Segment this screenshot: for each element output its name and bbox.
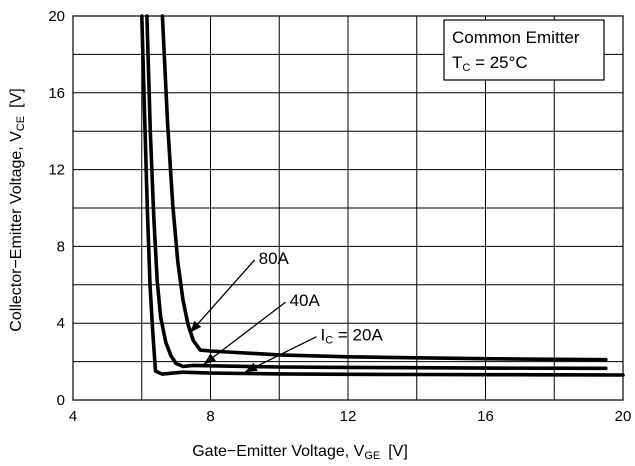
y-tick-label: 20: [48, 8, 65, 25]
series-line: [140, 14, 625, 377]
y-axis-title: Collector−Emitter Voltage, VCE[V]: [8, 88, 27, 331]
y-tick-label: 4: [57, 315, 65, 332]
arrow-head: [244, 362, 258, 373]
annotation-label: 80A: [259, 249, 290, 268]
annotation-label: 40A: [290, 291, 321, 310]
plot-frame: [72, 15, 624, 401]
y-tick-label: 8: [57, 238, 65, 255]
arrow-head: [189, 320, 202, 333]
x-tick-label: 20: [615, 408, 632, 425]
x-tick-label: 16: [477, 408, 494, 425]
y-tick-label: 12: [48, 162, 65, 179]
legend: Common Emitter TC = 25°C: [443, 19, 605, 81]
curves: [140, 14, 625, 377]
arrow-head: [203, 353, 216, 365]
legend-line1: Common Emitter: [452, 28, 580, 47]
y-tick-label: 0: [57, 392, 65, 409]
legend-line2: TC = 25°C: [452, 53, 528, 74]
x-axis-title: Gate−Emitter Voltage, VGE [V]: [192, 443, 408, 462]
x-tick-label: 4: [69, 408, 77, 425]
x-tick-label: 8: [206, 408, 214, 425]
x-tick-label: 12: [340, 408, 357, 425]
annotation-arrow: [189, 259, 256, 334]
series-line: [160, 14, 608, 362]
annotation-label: IC = 20A: [321, 326, 384, 347]
annotation-arrow: [203, 301, 286, 365]
grid: [72, 15, 624, 401]
legend-box: [443, 19, 605, 81]
y-tick-label: 16: [48, 85, 65, 102]
annotation-arrow: [244, 336, 317, 373]
series-line: [145, 14, 608, 371]
